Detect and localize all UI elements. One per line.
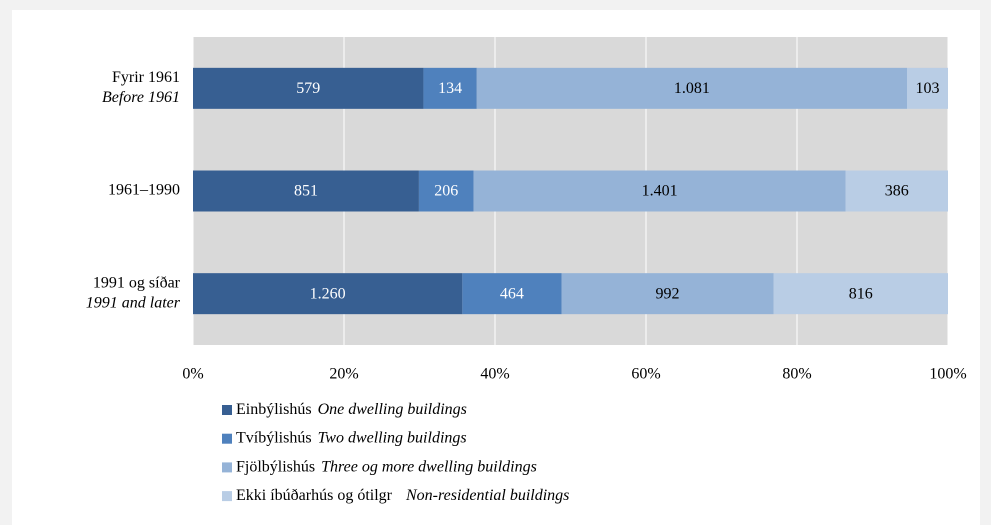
legend-name-en: Two dwelling buildings: [318, 429, 467, 446]
data-label: 1.401: [642, 183, 678, 200]
bar-segment: [561, 273, 774, 315]
data-label: 816: [849, 285, 873, 302]
legend-swatch: [222, 405, 232, 415]
y-tick-label: 1961–1990: [108, 182, 180, 199]
data-label: 579: [296, 80, 320, 97]
x-tick-label: 80%: [782, 366, 811, 383]
bar-segment: [193, 67, 424, 109]
y-tick-label-en: 1991 and later: [86, 294, 181, 311]
data-label: 206: [434, 183, 458, 200]
bar-segment: [773, 273, 948, 315]
legend-swatch: [222, 491, 232, 502]
bar-segment: [418, 170, 474, 212]
legend-name-en: Three og more dwelling buildings: [321, 458, 537, 475]
legend-name-en: Non-residential buildings: [405, 487, 569, 504]
data-label: 1.260: [310, 285, 346, 302]
legend-label: Ekki íbúðarhús og ótilgr Non-residential …: [236, 487, 569, 504]
bar-segment: [845, 170, 948, 212]
legend-label: Fjölbýlishús Three og more dwelling build…: [236, 458, 537, 475]
legend-name: Einbýlishús: [236, 401, 312, 418]
legend-name: Tvíbýlishús: [236, 429, 312, 446]
legend-swatch: [222, 433, 232, 444]
data-label: 134: [438, 80, 462, 97]
x-tick-label: 100%: [929, 366, 966, 383]
bar-segment: [193, 170, 419, 212]
data-label: 851: [294, 183, 318, 200]
bar-segment: [473, 170, 846, 212]
legend-label: Tvíbýlishús Two dwelling buildings: [236, 429, 467, 446]
legend-swatch: [222, 462, 232, 473]
data-label: 103: [916, 80, 940, 97]
legend-name-en: One dwelling buildings: [318, 401, 467, 418]
data-label: 386: [885, 183, 909, 200]
bar-segment: [423, 67, 477, 109]
y-tick-label-en: Before 1961: [102, 89, 180, 106]
data-label: 1.081: [674, 80, 710, 97]
x-tick-label: 20%: [329, 366, 358, 383]
bar-segment: [193, 273, 463, 315]
legend-name: Ekki íbúðarhús og ótilgr: [236, 487, 393, 504]
y-tick-label: 1991 og síðar: [93, 274, 181, 291]
x-tick-label: 60%: [631, 366, 660, 383]
y-tick-label: Fyrir 1961: [112, 69, 180, 86]
data-label: 464: [500, 285, 524, 302]
bar-segment: [476, 67, 908, 109]
legend-label: Einbýlishús One dwelling buildings: [236, 401, 467, 418]
x-tick-label: 0%: [182, 366, 203, 383]
data-label: 992: [656, 285, 680, 302]
x-tick-label: 40%: [480, 366, 509, 383]
bar-segment: [907, 67, 948, 109]
bar-segment: [462, 273, 562, 315]
legend-name: Fjölbýlishús: [236, 458, 315, 475]
